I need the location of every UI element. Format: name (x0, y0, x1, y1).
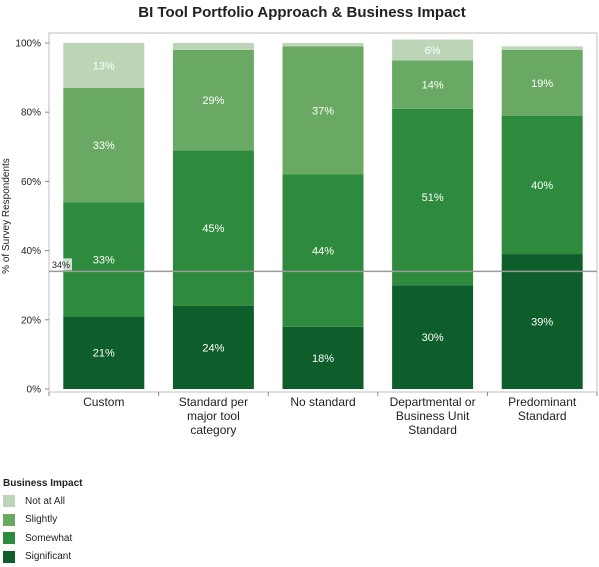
x-tick-label: No standard (290, 395, 355, 409)
legend-title: Business Impact (3, 478, 83, 489)
bar-segment (282, 174, 364, 327)
data-label: 51% (422, 192, 444, 204)
data-label: 19% (531, 78, 553, 90)
bar-segment (282, 46, 364, 175)
chart-title: BI Tool Portfolio Approach & Business Im… (138, 4, 466, 21)
legend-item: Somewhat (3, 529, 203, 548)
bar-segment (392, 60, 474, 109)
x-tick-label: category (190, 423, 236, 437)
legend-item: Slightly (3, 511, 203, 530)
bar-segment (392, 39, 474, 61)
bar-segment (392, 285, 474, 389)
bar-segment (392, 108, 474, 286)
data-label: 40% (531, 180, 553, 192)
plot-area: 0% 20% 40% 60% 80% 100% 21% 33% 33% 13% Custom 24% 4… (15, 32, 598, 437)
data-label: 21% (93, 348, 115, 360)
bar-segment (63, 87, 145, 203)
y-tick-label: 100% (15, 39, 41, 50)
x-tick-label: Departmental or (390, 395, 476, 409)
x-tick-label: Standard per (179, 395, 248, 409)
bar-segment (501, 115, 583, 255)
legend-label: Significant (25, 551, 72, 563)
y-tick-label: 40% (21, 246, 41, 257)
x-tick-label: Custom (83, 395, 124, 409)
bar-segment (172, 305, 254, 389)
data-label: 33% (93, 254, 115, 266)
data-label: 33% (93, 140, 115, 152)
bar-segment (501, 46, 583, 50)
bar-segment (172, 49, 254, 151)
reference-label-bg (50, 258, 72, 271)
data-label: 29% (202, 95, 224, 107)
bar-segment (63, 43, 145, 88)
data-label: 37% (312, 105, 334, 117)
legend-swatch (3, 550, 15, 563)
x-tick-label: Standard (408, 423, 457, 437)
legend-items: Not at All Slightly Somewhat Significant (3, 492, 203, 566)
y-tick-label: 20% (21, 315, 41, 326)
x-tick-label: Predominant (508, 395, 577, 409)
bar-segment (63, 316, 145, 389)
legend-item: Not at All (3, 492, 203, 511)
y-axis-label: % of Survey Respondents (1, 158, 12, 274)
data-label: 45% (202, 223, 224, 235)
y-tick-label: 80% (21, 108, 41, 119)
legend-swatch (3, 495, 15, 508)
bar-segment (501, 49, 583, 116)
legend-swatch (3, 513, 15, 526)
bar-segment (501, 254, 583, 389)
legend-label: Somewhat (25, 532, 73, 544)
legend-swatch (3, 532, 15, 545)
data-label: 30% (422, 332, 444, 344)
plot-frame (48, 32, 598, 393)
legend: Business Impact Not at All Slightly Somewh… (3, 478, 203, 566)
data-label: 39% (531, 317, 553, 329)
x-tick-label: Standard (518, 409, 567, 423)
stacked-bar-chart: BI Tool Portfolio Approach & Business Im… (1, 4, 598, 437)
x-tick-label: major tool (187, 409, 240, 423)
data-label: 44% (312, 246, 334, 258)
data-label: 14% (422, 80, 444, 92)
bar-segment (282, 326, 364, 389)
reference-line-label: 34% (52, 260, 70, 270)
bar-segment (172, 43, 254, 50)
bar-segment (172, 150, 254, 306)
bar-segment (63, 202, 145, 317)
x-tick-label: Business Unit (396, 409, 470, 423)
data-label: 13% (93, 60, 115, 72)
data-label: 18% (312, 353, 334, 365)
y-tick-label: 0% (27, 385, 42, 396)
bar-segment (282, 43, 364, 47)
y-tick-label: 60% (21, 177, 41, 188)
legend-label: Slightly (25, 514, 58, 526)
data-label: 6% (425, 45, 441, 57)
data-label: 24% (202, 342, 224, 354)
legend-item: Significant (3, 548, 203, 567)
legend-label: Not at All (25, 495, 66, 507)
